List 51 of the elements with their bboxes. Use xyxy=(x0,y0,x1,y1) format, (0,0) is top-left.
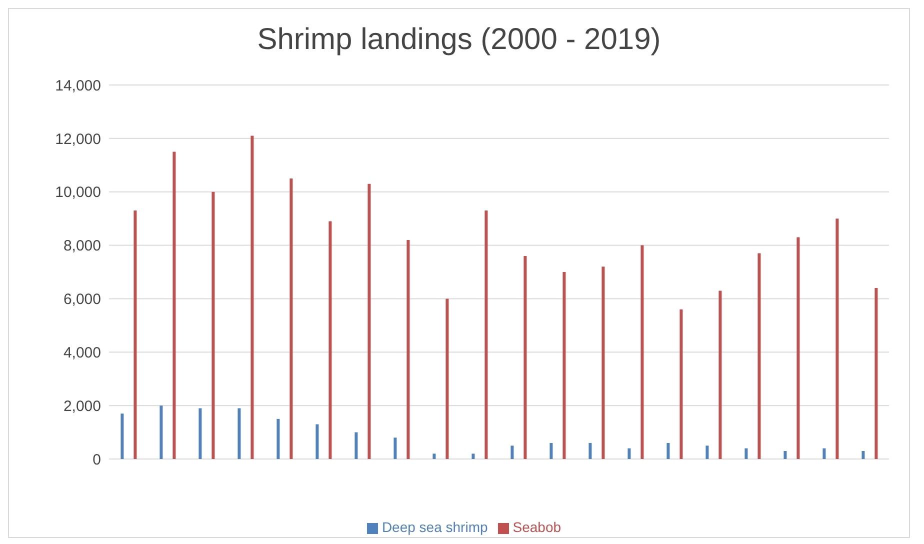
bar xyxy=(446,298,449,459)
bar xyxy=(368,184,371,459)
bar xyxy=(796,237,800,459)
bar xyxy=(602,266,605,459)
bar xyxy=(524,256,527,459)
bar xyxy=(706,446,709,459)
bar xyxy=(562,272,566,459)
bar xyxy=(394,438,397,459)
bar xyxy=(328,221,332,459)
bar xyxy=(406,240,410,459)
bar xyxy=(290,178,293,459)
bar xyxy=(550,442,553,459)
bar xyxy=(134,210,137,459)
bar xyxy=(172,152,176,459)
bar xyxy=(640,245,644,459)
legend-label: Seabob xyxy=(512,519,562,535)
bar xyxy=(874,288,878,459)
y-tick-label: 4,000 xyxy=(63,344,101,362)
bar xyxy=(432,454,436,459)
bar xyxy=(744,448,748,459)
y-tick-label: 14,000 xyxy=(55,77,101,94)
bar xyxy=(628,448,631,459)
y-tick-label: 6,000 xyxy=(63,291,101,308)
legend-label: Deep sea shrimp xyxy=(382,519,488,535)
bar xyxy=(212,192,215,459)
bar xyxy=(666,442,670,459)
y-tick-label: 10,000 xyxy=(55,184,101,202)
bar xyxy=(250,136,254,459)
bar xyxy=(822,448,826,459)
bar xyxy=(758,253,761,459)
bar xyxy=(588,442,592,459)
bar xyxy=(276,418,280,459)
y-tick-label: 0 xyxy=(92,451,101,468)
y-tick-label: 8,000 xyxy=(63,238,101,255)
bar xyxy=(862,450,865,459)
bar xyxy=(484,210,488,459)
chart-title: Shrimp landings (2000 - 2019) xyxy=(256,22,662,58)
bar xyxy=(510,446,514,459)
bar xyxy=(316,424,319,459)
bar xyxy=(836,218,839,459)
y-tick-label: 2,000 xyxy=(63,398,101,415)
bar xyxy=(354,432,358,459)
bar xyxy=(472,454,475,459)
bar xyxy=(718,290,722,459)
y-tick-label: 12,000 xyxy=(55,130,101,148)
bar xyxy=(238,408,241,459)
bar xyxy=(120,414,124,459)
bar xyxy=(784,450,787,459)
bar xyxy=(680,309,683,459)
bar xyxy=(160,406,163,459)
bar xyxy=(198,408,202,459)
